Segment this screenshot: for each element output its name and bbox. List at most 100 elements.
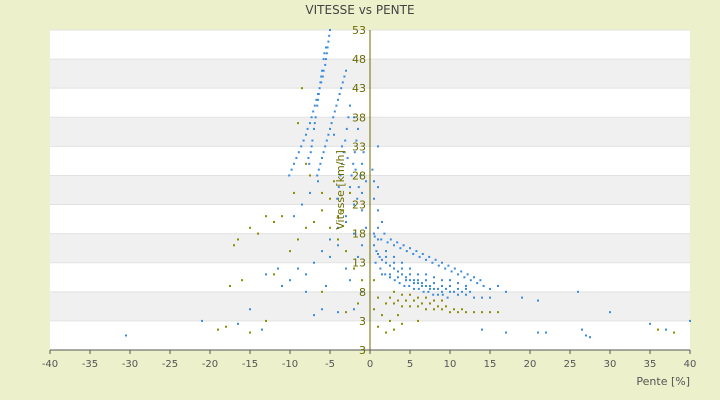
- data-point-olive: [249, 226, 251, 229]
- data-point-olive: [301, 87, 303, 90]
- data-point-blue: [481, 296, 483, 299]
- data-point-blue: [327, 133, 330, 136]
- x-tick-label: 15: [484, 359, 497, 370]
- data-point-blue: [340, 87, 343, 90]
- data-point-blue: [389, 276, 391, 279]
- y-tick-label: 28: [352, 169, 366, 182]
- data-point-blue: [353, 151, 356, 154]
- data-point-olive: [313, 221, 315, 223]
- data-point-olive: [217, 328, 219, 331]
- data-point-olive: [353, 267, 355, 270]
- x-tick-label: -5: [325, 359, 335, 370]
- data-point-blue: [365, 180, 367, 183]
- data-point-blue: [329, 29, 331, 31]
- data-point-blue: [441, 261, 443, 264]
- data-point-blue: [373, 197, 375, 200]
- data-point-blue: [350, 174, 353, 177]
- data-point-blue: [441, 290, 443, 293]
- data-point-blue: [305, 133, 307, 136]
- data-point-blue: [545, 331, 547, 334]
- data-point-blue: [393, 261, 395, 264]
- data-point-blue: [422, 290, 425, 293]
- data-point-olive: [321, 290, 323, 293]
- data-point-blue: [449, 279, 451, 282]
- data-point-olive: [321, 209, 323, 212]
- data-point-blue: [328, 34, 331, 37]
- data-point-olive: [425, 296, 427, 299]
- data-point-olive: [281, 215, 283, 218]
- data-point-blue: [585, 334, 587, 337]
- data-point-blue: [281, 285, 283, 287]
- data-point-blue: [385, 255, 387, 258]
- data-point-blue: [295, 157, 298, 159]
- data-point-blue: [609, 311, 611, 314]
- y-tick-label: 13: [352, 257, 366, 270]
- data-point-olive: [397, 314, 399, 317]
- x-tick-label: -40: [42, 359, 58, 370]
- data-point-olive: [449, 311, 451, 314]
- data-point-blue: [125, 334, 127, 337]
- data-point-blue: [311, 139, 314, 142]
- data-point-blue: [457, 273, 459, 276]
- data-point-blue: [320, 75, 323, 78]
- data-point-blue: [293, 215, 295, 218]
- data-point-blue: [309, 122, 311, 125]
- data-point-olive: [413, 299, 415, 302]
- x-tick-label: -10: [282, 359, 298, 370]
- data-point-olive: [233, 244, 235, 247]
- data-point-blue: [313, 261, 315, 264]
- data-point-blue: [589, 336, 591, 339]
- data-point-olive: [409, 293, 411, 296]
- data-point-blue: [497, 285, 499, 287]
- data-point-blue: [353, 116, 355, 119]
- data-point-olive: [381, 314, 383, 317]
- data-point-blue: [385, 250, 387, 253]
- data-point-blue: [319, 81, 322, 84]
- data-point-blue: [577, 290, 579, 293]
- data-point-blue: [374, 261, 377, 264]
- data-point-olive: [453, 308, 455, 311]
- data-point-olive: [333, 180, 335, 183]
- data-point-blue: [413, 287, 415, 290]
- data-point-olive: [441, 299, 443, 302]
- x-tick-label: -15: [242, 359, 258, 370]
- data-point-blue: [305, 273, 307, 276]
- data-point-blue: [389, 264, 391, 267]
- data-point-blue: [306, 127, 309, 130]
- data-point-blue: [425, 279, 427, 282]
- data-point-olive: [393, 328, 395, 331]
- data-point-olive: [349, 191, 351, 194]
- x-ticks: -40 -35 -30 -25 -20 -15 -10 -5 0 5 10 15 20 25 30 35 40: [42, 350, 696, 370]
- data-point-olive: [657, 328, 659, 331]
- data-point-blue: [319, 162, 322, 165]
- data-point-blue: [307, 157, 310, 159]
- data-point-olive: [337, 215, 339, 218]
- data-point-olive: [329, 226, 331, 229]
- data-point-blue: [337, 98, 339, 101]
- data-point-blue: [317, 168, 320, 171]
- data-point-blue: [261, 328, 263, 331]
- data-point-blue: [373, 232, 375, 235]
- data-point-blue: [421, 282, 423, 285]
- data-point-blue: [362, 151, 365, 154]
- data-point-olive: [241, 279, 243, 282]
- data-point-blue: [465, 285, 467, 287]
- data-point-olive: [265, 319, 267, 322]
- data-point-blue: [377, 238, 379, 241]
- data-point-blue: [649, 322, 651, 325]
- data-point-blue: [409, 273, 411, 276]
- data-point-blue: [381, 273, 383, 276]
- data-point-blue: [429, 285, 431, 287]
- data-point-blue: [337, 186, 340, 189]
- data-point-blue: [317, 93, 320, 95]
- data-point-blue: [476, 282, 479, 285]
- data-point-blue: [338, 93, 341, 95]
- data-point-blue: [441, 285, 443, 287]
- data-point-blue: [381, 258, 383, 261]
- data-point-blue: [421, 253, 424, 255]
- data-point-blue: [389, 238, 392, 241]
- data-point-blue: [409, 279, 411, 282]
- data-point-blue: [288, 174, 291, 177]
- data-point-olive: [225, 325, 227, 328]
